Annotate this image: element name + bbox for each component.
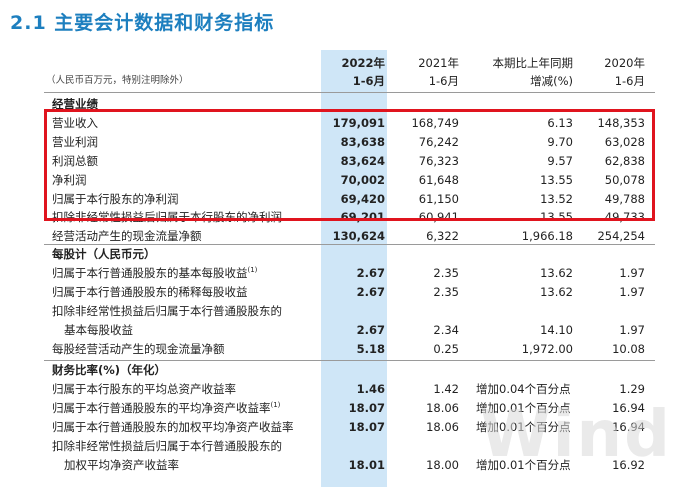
col2-header-line1: 2021年 (418, 56, 459, 70)
row-label: 归属于本行股东的平均总资产收益率 (52, 381, 236, 396)
section-heading: 每股计（人民币元） (52, 247, 156, 261)
row-label: 归属于本行普通股股东的稀释每股收益 (52, 284, 248, 299)
value-2021: 18.00 (426, 457, 459, 472)
col1-header-line1: 2022年 (341, 56, 385, 70)
value-change: 9.57 (547, 153, 573, 168)
row-label: 每股经营活动产生的现金流量净额 (52, 341, 225, 356)
value-2021: 2.35 (433, 284, 459, 299)
value-2020: 148,353 (597, 115, 645, 130)
value-2022: 2.67 (356, 265, 385, 280)
row-label: 基本每股收益 (64, 322, 133, 337)
col4-header-line2: 1-6月 (614, 74, 645, 88)
page-title: 2.1 主要会计数据和财务指标 (10, 12, 275, 34)
value-change: 13.55 (540, 172, 573, 187)
row-label: 归属于本行普通股股东的平均净资产收益率(1) (52, 400, 281, 415)
section-heading: 财务比率(%)（年化） (52, 363, 167, 377)
value-2020: 10.08 (612, 341, 645, 356)
value-2021: 2.34 (433, 322, 459, 337)
footnote-marker: (1) (270, 400, 281, 409)
row-label: 营业收入 (52, 115, 98, 130)
section-divider (44, 244, 655, 245)
value-2021: 61,150 (418, 191, 459, 206)
value-2021: 76,323 (418, 153, 459, 168)
value-2021: 61,648 (418, 172, 459, 187)
row-label: 扣除非经常性损益后归属于本行普通股股东的 (52, 303, 282, 318)
value-2020: 1.97 (619, 265, 645, 280)
value-2022: 18.07 (348, 400, 385, 415)
footnote-marker: (1) (247, 266, 258, 275)
row-label: 利润总额 (52, 153, 98, 168)
value-2022: 130,624 (332, 229, 385, 244)
value-2021: 1.42 (433, 381, 459, 396)
value-2020: 1.29 (619, 381, 645, 396)
row-label: 归属于本行普通股股东的加权平均净资产收益率 (52, 419, 294, 434)
value-2020: 50,078 (604, 172, 645, 187)
value-2020: 49,788 (604, 191, 645, 206)
value-change: 增加0.01个百分点 (476, 400, 571, 415)
section-heading: 经营业绩 (52, 97, 98, 111)
value-2022: 83,638 (340, 134, 385, 149)
value-2021: 18.06 (426, 419, 459, 434)
row-label: 净利润 (52, 172, 87, 187)
value-2020: 16.94 (612, 400, 645, 415)
value-2020: 63,028 (604, 134, 645, 149)
value-2020: 16.92 (612, 457, 645, 472)
value-2020: 1.97 (619, 284, 645, 299)
value-change: 9.70 (547, 134, 573, 149)
unit-note: （人民币百万元，特别注明除外） (46, 75, 189, 86)
value-2021: 76,242 (418, 134, 459, 149)
row-label: 归属于本行普通股股东的基本每股收益(1) (52, 265, 258, 280)
value-2020: 62,838 (604, 153, 645, 168)
value-change: 增加0.04个百分点 (476, 381, 571, 396)
row-label: 扣除非经常性损益后归属于本行普通股股东的 (52, 438, 282, 453)
value-2022: 2.67 (356, 322, 385, 337)
row-label: 归属于本行股东的净利润 (52, 191, 179, 206)
value-change: 13.62 (540, 284, 573, 299)
value-2021: 18.06 (426, 400, 459, 415)
row-label: 营业利润 (52, 134, 98, 149)
section-divider (44, 360, 655, 361)
value-change: 增加0.01个百分点 (476, 457, 571, 472)
value-change: 6.13 (547, 115, 573, 130)
value-2022: 179,091 (332, 115, 385, 130)
value-2020: 1.97 (619, 322, 645, 337)
value-change: 13.62 (540, 265, 573, 280)
value-2022: 18.01 (348, 457, 385, 472)
value-2022: 5.18 (356, 341, 385, 356)
row-label: 加权平均净资产收益率 (64, 457, 179, 472)
watermark: Wind (480, 398, 672, 472)
col1-header-line2: 1-6月 (352, 74, 385, 88)
header-divider (44, 92, 655, 93)
value-change: 1,972.00 (521, 341, 573, 356)
value-2021: 0.25 (433, 341, 459, 356)
value-2021: 2.35 (433, 265, 459, 280)
value-2020: 16.94 (612, 419, 645, 434)
col2-header-line2: 1-6月 (428, 74, 459, 88)
value-2022: 1.46 (356, 381, 385, 396)
value-2022: 69,420 (340, 191, 385, 206)
highlight-box (44, 109, 655, 221)
col3-header-line1: 本期比上年同期 (492, 56, 574, 70)
value-2022: 83,624 (340, 153, 385, 168)
value-2022: 18.07 (348, 419, 385, 434)
col4-header-line1: 2020年 (604, 56, 645, 70)
current-period-highlight (321, 50, 387, 487)
col3-header-line2: 增减(%) (530, 74, 573, 88)
value-2022: 70,002 (340, 172, 385, 187)
value-change: 增加0.01个百分点 (476, 419, 571, 434)
value-change: 13.52 (540, 191, 573, 206)
row-label: 经营活动产生的现金流量净额 (52, 229, 202, 244)
value-2021: 168,749 (411, 115, 459, 130)
value-change: 14.10 (540, 322, 573, 337)
value-2020: 254,254 (597, 229, 645, 244)
value-change: 1,966.18 (521, 229, 573, 244)
value-2022: 2.67 (356, 284, 385, 299)
value-2021: 6,322 (426, 229, 459, 244)
